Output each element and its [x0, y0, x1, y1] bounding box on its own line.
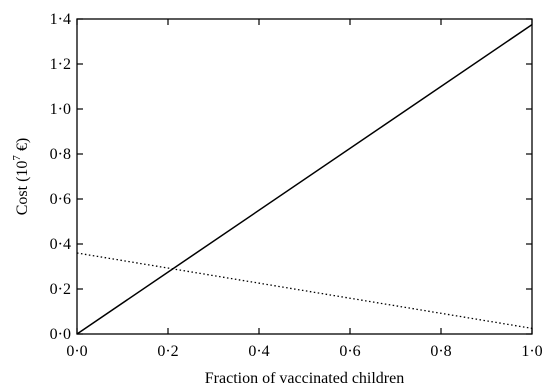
x-tick-label: 0·8	[430, 343, 451, 360]
y-tick-label: 0·0	[50, 326, 71, 343]
x-axis-title: Fraction of vaccinated children	[205, 370, 404, 387]
tick-layer: 0·0 0·2 0·4 0·6 0·8 1·0 0·0 0·2 0·4 0·6 0·8 1·0 1·2 1…	[50, 11, 543, 360]
y-tick-label: 0·2	[50, 281, 71, 298]
plot-frame	[76, 18, 533, 335]
x-tick-label: 0·4	[248, 343, 269, 360]
y-axis-title-prefix: Cost (10	[14, 161, 31, 216]
y-tick-label: 0·4	[50, 236, 71, 253]
y-tick-label: 1·4	[50, 11, 71, 28]
series-layer	[76, 24, 533, 335]
x-tick-label: 0·0	[66, 343, 87, 360]
series-line-dotted	[76, 252, 533, 330]
x-tick-label: 1·0	[521, 343, 542, 360]
series-line-solid	[76, 24, 533, 335]
y-tick-label: 0·8	[50, 146, 71, 163]
y-axis-title: Cost (107 €)	[11, 138, 31, 216]
y-axis-title-exponent: 7	[11, 155, 23, 161]
y-tick-label: 0·6	[50, 191, 71, 208]
y-axis-title-suffix: €)	[14, 138, 31, 155]
y-tick-label: 1·2	[50, 56, 71, 73]
x-tick-label: 0·6	[339, 343, 360, 360]
x-tick-label: 0·2	[157, 343, 178, 360]
y-tick-label: 1·0	[50, 101, 71, 118]
